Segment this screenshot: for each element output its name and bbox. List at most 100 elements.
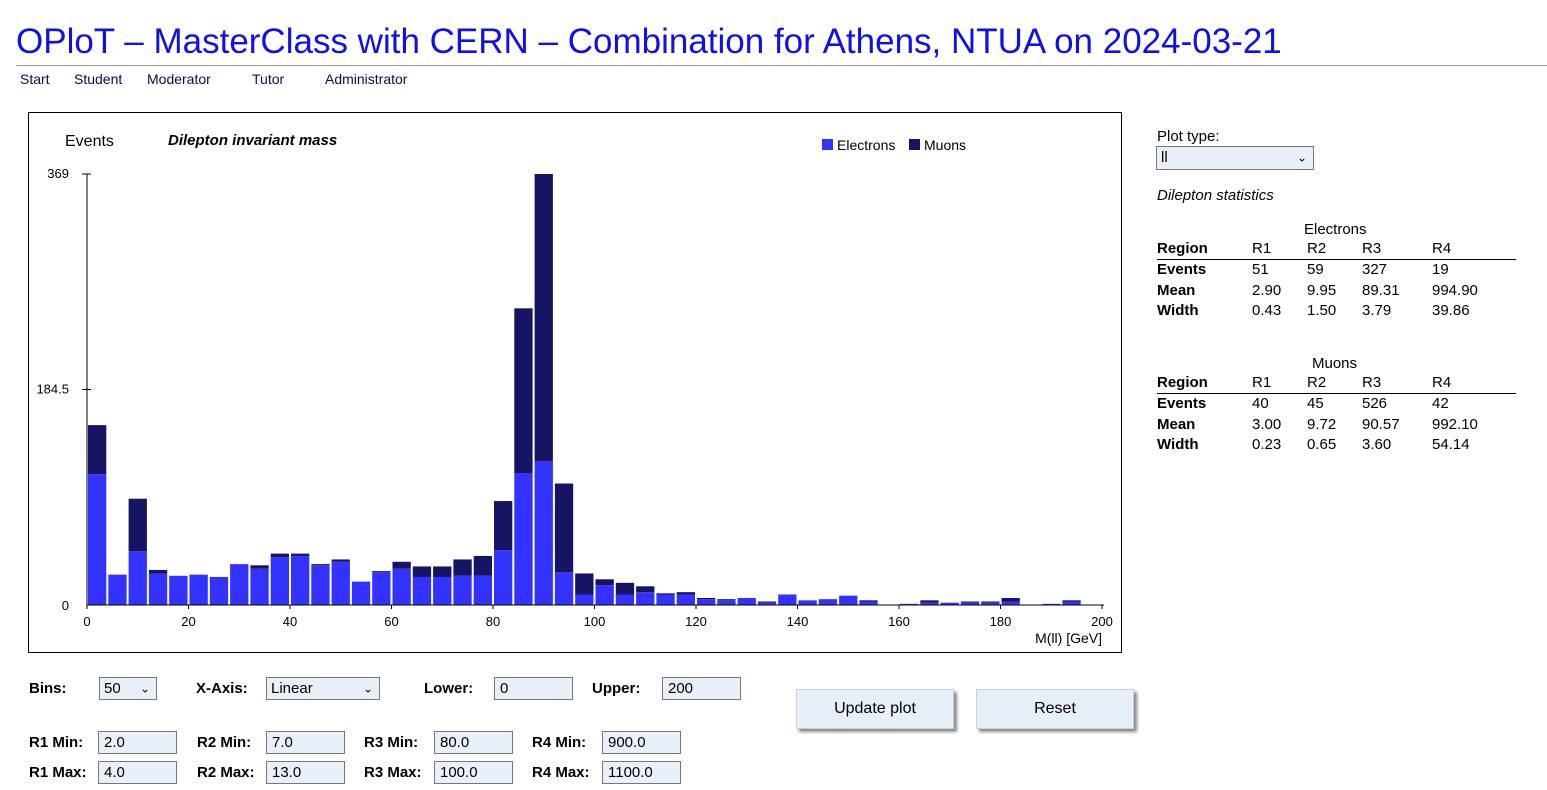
nav-start[interactable]: Start [20,71,50,87]
update-plot-button[interactable]: Update plot [796,689,954,729]
xaxis-value: Linear [271,680,313,697]
x-tick-label: 100 [584,614,606,629]
x-tick-label: 160 [888,614,910,629]
electrons-header-r4: R4 [1432,238,1516,260]
bar-electrons [636,592,655,605]
bar-electrons [554,572,574,605]
x-tick-label: 80 [486,614,500,629]
chevron-down-icon: ⌄ [1296,150,1307,165]
bar-muons [372,571,391,573]
r2-min-input[interactable]: 7.0 [266,731,345,754]
bar-electrons [331,561,350,605]
table-row: Mean 3.00 9.72 90.57 992.10 [1157,414,1516,435]
r1-max-input[interactable]: 4.0 [98,761,177,784]
electrons-row-label: Mean [1157,281,1196,299]
y-axis-label: Events [65,133,114,150]
muons-header-r3: R3 [1362,372,1432,394]
bar-muons [270,553,289,558]
bar-muons [494,501,513,551]
plot-type-value: ll [1161,149,1168,166]
table-row: Mean 2.90 9.95 89.31 994.90 [1157,280,1516,301]
bar-muons [514,308,533,474]
electrons-cell: 3.79 [1362,302,1392,320]
bar-muons [88,425,107,475]
bar-muons [859,600,878,602]
bar-muons [250,565,269,569]
r1-min-input[interactable]: 2.0 [98,731,177,754]
bar-electrons [575,594,594,605]
bar-electrons [900,603,919,605]
muons-header-r1: R1 [1252,372,1307,394]
muons-cell: 3.00 [1252,415,1282,433]
bar-electrons [453,575,472,605]
nav-administrator[interactable]: Administrator [325,71,408,87]
bar-muons [757,601,777,603]
upper-label: Upper: [592,680,641,697]
upper-input[interactable]: 200 [662,677,741,700]
plot-title: Dilepton invariant mass [168,132,337,149]
muons-cell: 40 [1252,395,1269,413]
muons-row-label: Width [1157,436,1199,454]
title-divider [16,65,1547,66]
x-tick-label: 0 [83,614,90,629]
electrons-row-label: Width [1157,302,1199,320]
bar-electrons [839,595,858,605]
bar-electrons [859,601,878,605]
muons-cell: 45 [1307,395,1324,413]
bar-muons [1001,597,1020,602]
muons-cell: 992.10 [1432,415,1478,433]
bar-muons [595,579,614,586]
bar-electrons [656,594,675,605]
legend-muons-swatch [909,139,920,150]
muons-cell: 0.65 [1307,436,1337,454]
muons-cell: 0.23 [1252,436,1282,454]
lower-input[interactable]: 0 [494,677,573,700]
bar-electrons [372,572,391,605]
r3-min-label: R3 Min: [364,734,419,751]
bar-electrons [757,602,777,605]
bar-electrons [108,574,127,605]
r2-max-input[interactable]: 13.0 [266,761,345,784]
muons-header-region: Region [1157,372,1252,394]
bar-electrons [1062,601,1081,605]
y-tick-label: 0 [62,598,69,613]
plot-type-label: Plot type: [1157,128,1220,145]
bar-muons [331,559,350,562]
reset-button[interactable]: Reset [976,689,1134,729]
electrons-cell: 89.31 [1362,281,1400,299]
bar-electrons [291,555,310,605]
bar-muons [311,564,330,566]
r3-max-input[interactable]: 100.0 [434,761,513,784]
xaxis-select[interactable]: Linear ⌄ [266,677,380,700]
r3-min-input[interactable]: 80.0 [434,731,513,754]
bar-muons [291,553,310,556]
bar-muons [473,555,492,576]
x-tick-label: 20 [181,614,195,629]
table-row: Events 40 45 526 42 [1157,393,1516,414]
electrons-header-r2: R2 [1307,238,1362,260]
r4-min-input[interactable]: 900.0 [602,731,681,754]
bar-electrons [494,550,513,605]
muons-cell: 3.60 [1362,436,1392,454]
histogram-plot: Events Dilepton invariant mass Electrons… [28,112,1122,653]
r4-max-input[interactable]: 1100.0 [602,761,681,784]
bar-electrons [473,575,492,605]
r4-max-label: R4 Max: [532,764,590,781]
nav-moderator[interactable]: Moderator [147,71,211,87]
electrons-header-region: Region [1157,238,1252,260]
electrons-cell: 9.95 [1307,281,1337,299]
bar-electrons [351,581,371,605]
plot-type-select[interactable]: ll ⌄ [1156,146,1314,170]
muons-cell: 54.14 [1432,436,1470,454]
nav-student[interactable]: Student [74,71,123,87]
bar-muons [148,569,168,574]
legend-muons: Muons [924,137,966,153]
bar-electrons [88,474,107,605]
bar-muons [433,566,452,577]
xaxis-label: X-Axis: [196,680,248,697]
bar-muons [575,573,594,595]
bins-select[interactable]: 50 ⌄ [99,677,157,700]
electrons-cell: 19 [1432,261,1449,279]
x-tick-label: 60 [384,614,398,629]
nav-tutor[interactable]: Tutor [252,71,285,87]
